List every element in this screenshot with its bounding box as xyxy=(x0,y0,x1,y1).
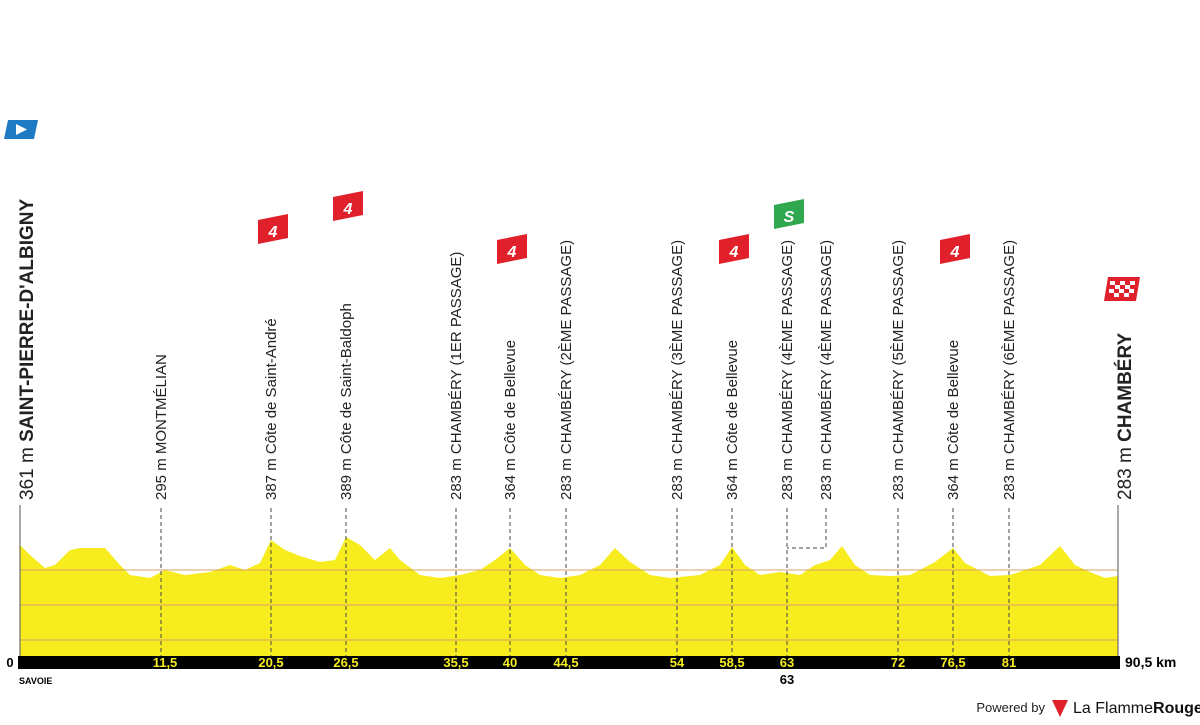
climb-badge xyxy=(719,234,749,264)
waypoint-label: 283 m CHAMBÉRY (2ÈME PASSAGE) xyxy=(558,240,575,500)
waypoint-label: 295 m MONTMÉLIAN xyxy=(153,354,170,500)
waypoint-label: 364 m Côte de Bellevue xyxy=(945,340,962,500)
waypoint-line xyxy=(787,508,827,549)
sprint-badge xyxy=(774,199,804,229)
km-label: 81 xyxy=(1002,655,1016,670)
waypoint-label: 283 m CHAMBÉRY (6ÈME PASSAGE) xyxy=(1001,240,1018,500)
climb-badge xyxy=(333,191,363,221)
km-bar xyxy=(18,656,1120,669)
level-lines xyxy=(20,569,1118,641)
km-below: 63 xyxy=(780,672,794,687)
brand-b: Rouge xyxy=(1153,700,1200,717)
waypoint-label: 387 m Côte de Saint-André xyxy=(263,318,280,500)
waypoint-label: 283 m CHAMBÉRY (4ÈME PASSAGE) xyxy=(779,240,796,500)
start-name: SAINT-PIERRE-D'ALBIGNY xyxy=(17,198,38,441)
badge-text: 4 xyxy=(507,244,517,261)
climb-badge xyxy=(497,234,527,264)
waypoint-label: 283 m CHAMBÉRY (5ÈME PASSAGE) xyxy=(890,240,907,500)
km-label: 11,5 xyxy=(153,655,178,670)
powered-by: Powered by xyxy=(976,700,1045,715)
km-label: 63 xyxy=(780,655,794,670)
start-flag-arrow xyxy=(16,124,27,135)
km-label: 40 xyxy=(503,655,517,670)
km-label: 20,5 xyxy=(258,655,283,670)
brand: La FlammeRouge xyxy=(1073,700,1200,717)
badge-text: 4 xyxy=(950,244,960,261)
finish-altitude: 283 m xyxy=(1115,447,1136,500)
km-label: 54 xyxy=(670,655,685,670)
waypoint-label: 283 m CHAMBÉRY (3ÈME PASSAGE) xyxy=(669,240,686,500)
elevation-area xyxy=(20,537,1118,656)
km-label: 72 xyxy=(891,655,905,670)
km-label: 0 xyxy=(6,655,13,670)
km-total: 90,5 km xyxy=(1125,654,1176,670)
waypoint-label: 283 m CHAMBÉRY (1ER PASSAGE) xyxy=(448,252,465,500)
region: SAVOIE xyxy=(19,676,52,686)
start-altitude: 361 m xyxy=(17,447,38,500)
climb-badge xyxy=(940,234,970,264)
finish-name: CHAMBÉRY xyxy=(1114,333,1136,442)
km-label: 58,5 xyxy=(719,655,744,670)
badge-text: 4 xyxy=(343,201,353,218)
km-label: 44,5 xyxy=(553,655,578,670)
badge-text: S xyxy=(784,209,795,226)
waypoint-label: 389 m Côte de Saint-Baldoph xyxy=(338,303,355,500)
badge-text: 4 xyxy=(268,224,278,241)
km-label: 35,5 xyxy=(443,655,468,670)
waypoint-label: 364 m Côte de Bellevue xyxy=(502,340,519,500)
finish-label: 283 m CHAMBÉRY xyxy=(1114,333,1136,500)
waypoint-label: 283 m CHAMBÉRY (4ÈME PASSAGE) xyxy=(818,240,835,500)
km-label: 26,5 xyxy=(333,655,358,670)
badge-text: 4 xyxy=(729,244,739,261)
start-label: 361 m SAINT-PIERRE-D'ALBIGNY xyxy=(17,198,38,500)
waypoint-label: 364 m Côte de Bellevue xyxy=(724,340,741,500)
climb-badge xyxy=(258,214,288,244)
finish-flag xyxy=(1104,277,1140,301)
brand-a: La Flamme xyxy=(1073,700,1153,717)
km-label: 76,5 xyxy=(940,655,965,670)
brand-logo xyxy=(1052,700,1068,717)
